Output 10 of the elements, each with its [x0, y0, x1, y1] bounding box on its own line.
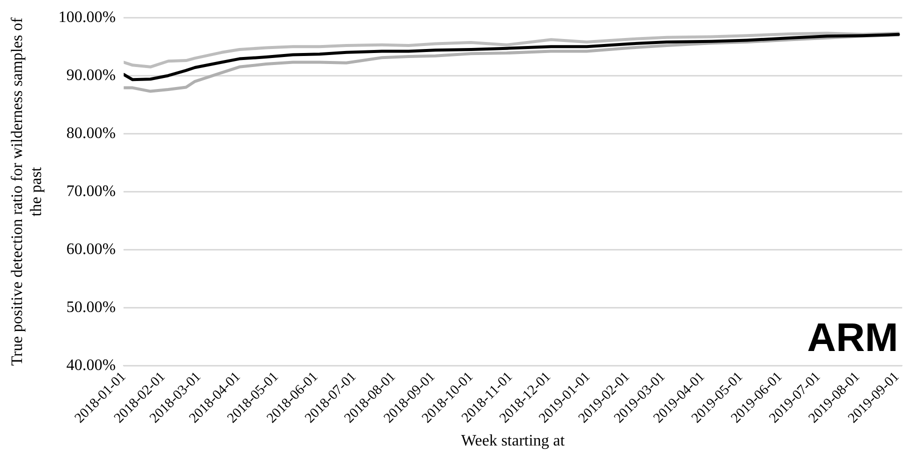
y-tick-label: 40.00% — [66, 356, 116, 374]
y-axis-title: True positive detection ratio for wilderness samples of the past — [8, 16, 46, 366]
y-tick-label: 70.00% — [66, 182, 116, 200]
y-tick-label: 90.00% — [66, 66, 116, 84]
annotation: ARM — [807, 316, 898, 360]
y-tick-label: 50.00% — [66, 298, 116, 316]
y-tick-label: 100.00% — [58, 8, 116, 26]
y-tick-label: 80.00% — [66, 124, 116, 142]
x-axis-title: Week starting at — [461, 432, 566, 450]
y-tick-label: 60.00% — [66, 240, 116, 258]
